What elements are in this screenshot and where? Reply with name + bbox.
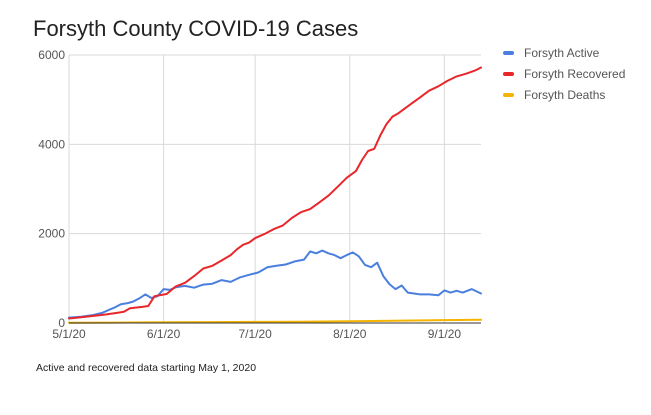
legend-item: Forsyth Deaths: [503, 87, 605, 103]
legend-swatch: [503, 93, 514, 97]
legend-item: Forsyth Active: [503, 45, 599, 61]
legend-label: Forsyth Recovered: [524, 67, 626, 81]
y-tick-label: 6000: [38, 48, 65, 62]
footnote: Active and recovered data starting May 1…: [36, 362, 257, 374]
chart-title: Forsyth County COVID-19 Cases: [33, 16, 359, 41]
x-tick-label: 5/1/20: [52, 327, 86, 341]
legend-swatch: [503, 51, 514, 55]
y-tick-label: 0: [58, 316, 65, 330]
x-tick-label: 9/1/20: [428, 327, 462, 341]
series-lines: [68, 66, 482, 324]
y-tick-label: 2000: [38, 227, 65, 241]
x-tick-label: 8/1/20: [333, 327, 367, 341]
legend-swatch: [503, 72, 514, 76]
series-line-forsyth-recovered: [68, 66, 482, 320]
legend-label: Forsyth Active: [524, 46, 600, 60]
axes: 0 2000 4000 6000 5/1/20 6/1/20 7/1/20 8/1/20 9/1…: [38, 48, 481, 341]
x-tick-label: 7/1/20: [238, 327, 272, 341]
y-tick-label: 4000: [38, 137, 65, 151]
series-line-forsyth-deaths: [68, 318, 482, 324]
series-line-forsyth-active: [68, 249, 482, 319]
legend-item: Forsyth Recovered: [503, 66, 625, 82]
gridlines: [68, 54, 481, 323]
legend-label: Forsyth Deaths: [524, 88, 606, 102]
x-tick-label: 6/1/20: [147, 327, 181, 341]
